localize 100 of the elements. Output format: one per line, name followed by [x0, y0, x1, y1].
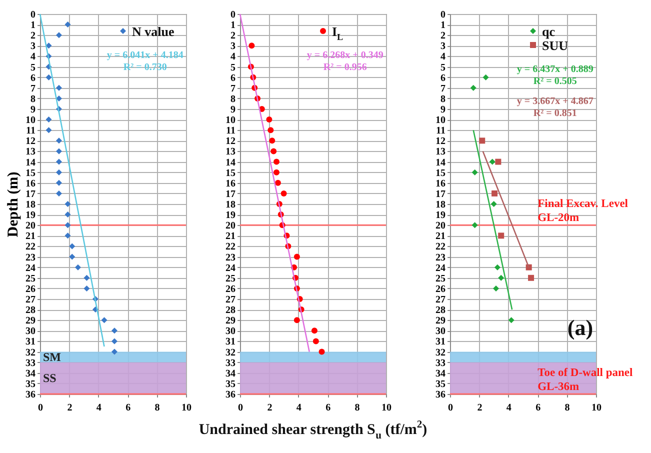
y-tick-label: 16	[226, 178, 236, 190]
x-tick-label: 2	[267, 402, 272, 414]
y-tick-label: 8	[30, 94, 36, 105]
y-tick-label: 6	[30, 72, 36, 84]
point	[56, 148, 62, 154]
y-tick-label: 7	[230, 83, 236, 94]
y-tick-label: 10	[436, 115, 446, 126]
y-tick-label: 27	[226, 294, 236, 306]
y-tick-label: 12	[26, 136, 36, 148]
y-tick-label: 22	[226, 242, 236, 253]
y-tick-label: 24	[226, 262, 236, 274]
y-tick-label: 32	[436, 347, 446, 358]
y-tick-label: 17	[226, 188, 236, 200]
point	[489, 158, 496, 165]
x-tick-label: 6	[126, 402, 131, 414]
x-tick-label: 2	[477, 402, 482, 414]
point	[248, 42, 255, 49]
band-label: SS	[43, 371, 57, 386]
y-tick-label: 11	[26, 126, 36, 137]
point	[64, 232, 71, 239]
y-tick-label: 28	[436, 305, 446, 316]
point	[470, 84, 476, 91]
x-tick-label: 0	[38, 402, 43, 414]
y-tick-label: 22	[436, 242, 446, 253]
y-tick-label: 16	[436, 178, 446, 190]
y-tick-label: 14	[436, 157, 446, 168]
y-tick-label: 5	[440, 62, 446, 74]
y-tick-label: 0	[230, 10, 236, 20]
point	[46, 127, 52, 134]
y-tick-label: 15	[226, 168, 236, 179]
point	[294, 317, 300, 324]
legend-label: N value	[132, 24, 174, 39]
point	[64, 222, 71, 228]
y-tick-label: 34	[26, 368, 36, 380]
y-tick-label: 0	[30, 10, 36, 20]
y-tick-label: 12	[436, 136, 446, 148]
point	[508, 317, 514, 324]
x-tick-label: 6	[536, 402, 541, 414]
y-tick-label: 35	[436, 378, 446, 390]
y-tick-label: 4	[30, 52, 36, 63]
y-tick-label: 18	[26, 200, 36, 210]
y-tick-label: 10	[26, 115, 36, 126]
annotation: R² = 0.730	[123, 62, 167, 73]
x-tick-label: 10	[182, 402, 192, 414]
point	[482, 74, 489, 80]
x-tick-label: 10	[592, 402, 602, 414]
x-tick-label: 8	[564, 402, 570, 414]
y-tick-label: 4	[230, 52, 236, 63]
point	[498, 232, 504, 239]
y-tick-label: 5	[30, 62, 36, 74]
y-tick-label: 22	[26, 242, 36, 253]
y-tick-label: 13	[226, 146, 236, 158]
point	[269, 138, 276, 144]
y-tick-label: 6	[440, 72, 446, 84]
y-tick-label: 2	[30, 30, 36, 42]
y-tick-label: 9	[230, 104, 236, 116]
point	[56, 190, 62, 196]
y-tick-label: 32	[226, 347, 236, 358]
annotation: y = 3.667x + 4.867	[516, 96, 594, 107]
y-tick-label: 25	[26, 273, 36, 284]
y-tick-label: 3	[230, 41, 236, 52]
point	[69, 243, 76, 250]
y-tick-label: 19	[26, 210, 36, 222]
point	[111, 328, 118, 334]
y-tick-label: 15	[436, 168, 446, 179]
point	[101, 317, 108, 324]
point	[111, 348, 118, 355]
point	[494, 264, 500, 270]
y-tick-label: 28	[26, 305, 36, 316]
y-tick-label: 32	[26, 347, 36, 358]
y-tick-label: 19	[436, 210, 446, 222]
y-tick-label: 34	[436, 368, 446, 380]
annotation: y = 6.437x + 0.889	[516, 64, 594, 75]
point	[492, 285, 499, 292]
point	[64, 201, 71, 207]
annotation: R² = 0.851	[533, 108, 577, 119]
x-tick-label: 8	[354, 402, 360, 414]
y-tick-label: 31	[436, 336, 446, 348]
y-tick-label: 36	[26, 390, 36, 400]
point	[56, 32, 62, 38]
y-tick-label: 26	[26, 284, 36, 295]
y-tick-label: 33	[26, 358, 36, 369]
legend-label: qc	[542, 24, 556, 39]
y-tick-label: 9	[440, 104, 446, 116]
x-tick-label: 0	[448, 402, 453, 414]
y-tick-label: 25	[436, 273, 446, 284]
point	[64, 212, 71, 218]
y-tick-label: 30	[226, 326, 236, 338]
point	[56, 169, 62, 176]
point	[74, 264, 81, 270]
point	[294, 254, 300, 260]
y-tick-label: 18	[436, 200, 446, 210]
y-tick-label: 24	[26, 262, 36, 274]
y-tick-label: 3	[440, 41, 446, 52]
point	[46, 116, 52, 123]
point	[46, 74, 52, 80]
point	[268, 127, 274, 134]
x-tick-label: 4	[506, 402, 512, 414]
point	[84, 274, 90, 281]
x-tick-label: 0	[238, 402, 243, 414]
